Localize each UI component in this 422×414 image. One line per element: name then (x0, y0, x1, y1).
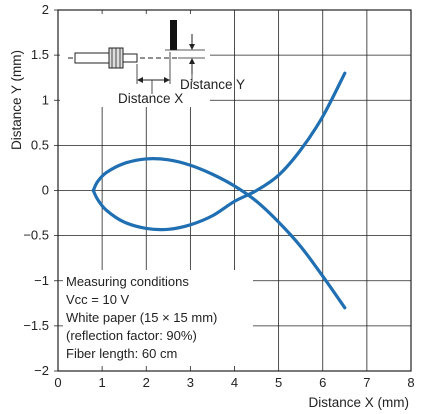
plot-frame (57, 9, 412, 372)
y-tick-label: −1 (34, 273, 49, 288)
inset-diagram: Distance Y Distance X (60, 14, 245, 107)
x-tick-label: 0 (54, 375, 61, 390)
x-tick-label: 3 (187, 375, 194, 390)
x-tick-label: 8 (407, 375, 414, 390)
x-tick-label: 7 (363, 375, 370, 390)
y-tick-label: 1 (42, 92, 49, 107)
y-tick-label: 0 (42, 183, 49, 198)
distance-y-label: Distance Y (180, 77, 245, 92)
y-tick-label: −2 (34, 363, 49, 378)
condition-line-2: Vcc = 10 V (66, 292, 130, 307)
measuring-conditions-box: Measuring conditions Vcc = 10 V White pa… (63, 270, 253, 366)
distance-y-arrowhead-bottom (189, 58, 195, 64)
condition-line-4: (reflection factor: 90%) (66, 328, 197, 343)
distance-x-arrowhead-left (137, 77, 143, 83)
series-line-2 (91, 71, 347, 232)
series-line-1 (91, 157, 347, 310)
y-tick-label: −1.5 (23, 318, 49, 333)
distance-y-arrowhead-top (189, 44, 195, 50)
target-plate (170, 20, 177, 50)
fiber-head (122, 53, 138, 63)
x-axis-label: Distance X (mm) (308, 395, 409, 410)
y-tick-label: 1.5 (31, 47, 49, 62)
y-tick-label: −0.5 (23, 228, 49, 243)
x-tick-label: 5 (275, 375, 282, 390)
conditions-background (63, 270, 253, 366)
y-axis-label: Distance Y (mm) (9, 50, 24, 150)
x-tick-label: 2 (143, 375, 150, 390)
series-group (91, 71, 347, 310)
y-tick-label: 2 (42, 2, 49, 17)
distance-x-arrowhead-right (164, 77, 170, 83)
x-tick-label: 1 (99, 375, 106, 390)
condition-line-5: Fiber length: 60 cm (66, 346, 177, 361)
condition-line-3: White paper (15 × 15 mm) (66, 310, 217, 325)
condition-line-1: Measuring conditions (66, 274, 189, 289)
fiber-sleeve (74, 52, 110, 64)
tick-labels: 0 1 2 3 4 5 6 7 8 2 1.5 1 0.5 0 −0.5 −1 −1.5 −2 (23, 2, 414, 390)
distance-x-label: Distance X (118, 91, 183, 106)
x-tick-label: 4 (231, 375, 238, 390)
y-tick-label: 0.5 (31, 137, 49, 152)
x-tick-label: 6 (319, 375, 326, 390)
